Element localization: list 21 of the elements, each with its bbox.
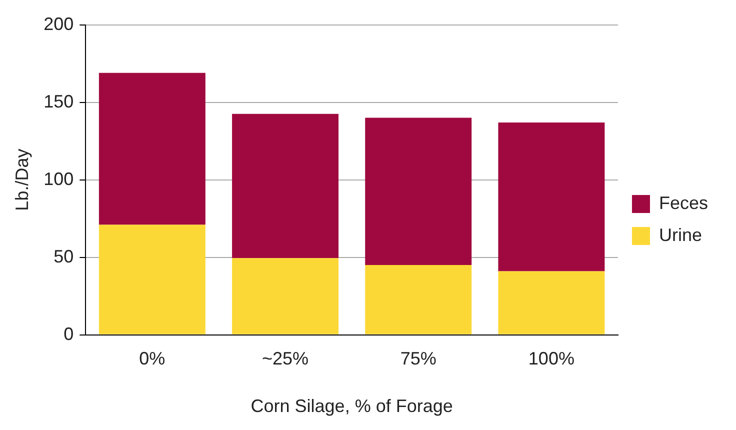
bar: [365, 118, 472, 266]
bar: [365, 265, 472, 334]
x-tick-label: 0%: [139, 348, 166, 369]
bar: [98, 72, 206, 225]
legend-label: Feces: [658, 192, 708, 213]
bar: [98, 224, 206, 334]
y-tick-label: 150: [44, 91, 74, 112]
bar: [498, 271, 605, 334]
bar: [498, 122, 605, 272]
x-tick-label: 100%: [528, 348, 574, 369]
y-tick-label: 200: [44, 14, 74, 34]
y-axis-title: Lb./Day: [12, 148, 32, 211]
bar: [232, 114, 338, 258]
x-tick-label: 75%: [400, 348, 436, 369]
legend-label: Urine: [658, 224, 702, 245]
x-tick-label: ~25%: [262, 348, 309, 369]
x-axis-title: Corn Silage, % of Forage: [250, 396, 453, 416]
bar: [232, 258, 338, 334]
y-tick-label: 0: [64, 324, 74, 344]
y-tick-label: 50: [54, 246, 74, 266]
y-tick-label: 100: [44, 168, 74, 189]
